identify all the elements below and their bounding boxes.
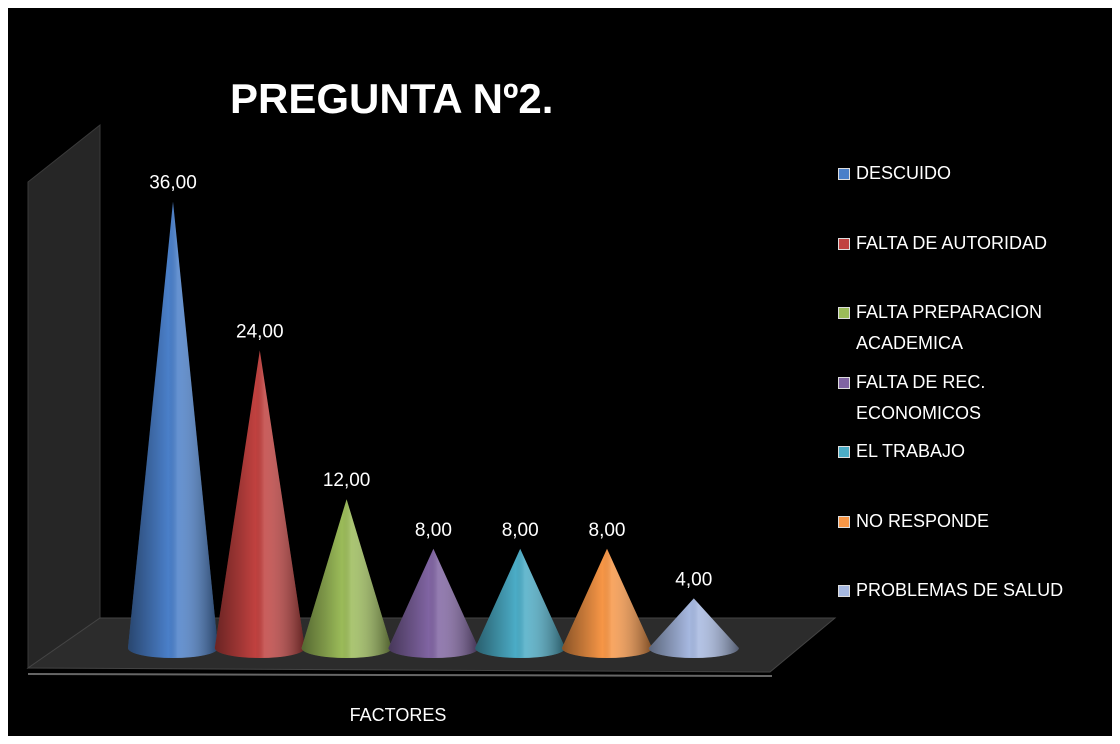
legend-label: EL TRABAJO [856, 441, 966, 461]
cone [128, 201, 218, 658]
cone [214, 350, 305, 658]
legend-item: FALTA DE AUTORIDAD [838, 228, 1088, 259]
back-wall [27, 123, 101, 669]
legend-swatch [838, 585, 850, 597]
chart-title: PREGUNTA Nº2. [230, 75, 553, 122]
legend-label: PROBLEMAS DE SALUD [856, 580, 1064, 600]
value-label: 12,00 [323, 470, 371, 491]
legend-swatch [838, 307, 850, 319]
legend-label: FALTA DE AUTORIDAD [856, 232, 1048, 253]
legend-swatch [838, 168, 850, 180]
legend-swatch [838, 515, 850, 528]
value-label: 8,00 [502, 520, 539, 541]
x-axis-label: FACTORES [350, 705, 447, 725]
legend-swatch [838, 446, 850, 458]
value-label: 8,00 [589, 520, 626, 541]
floor-edge [27, 673, 773, 677]
cone [301, 499, 392, 658]
legend-item: DESCUIDO [838, 158, 1088, 189]
legend-item: EL TRABAJO [838, 436, 1088, 467]
value-label: 8,00 [415, 520, 452, 541]
legend-swatch [838, 237, 850, 250]
legend-label: DESCUIDO [856, 163, 952, 183]
value-label: 24,00 [236, 321, 284, 342]
cone [388, 548, 479, 658]
legend-label: FALTA PREPARACION ACADEMICA [856, 302, 1043, 353]
cone [562, 548, 652, 658]
legend-swatch [838, 376, 850, 389]
legend-item: FALTA PREPARACION ACADEMICA [838, 297, 1088, 359]
value-label: 36,00 [149, 173, 197, 194]
value-label: 4,00 [675, 569, 712, 590]
cone [475, 548, 566, 658]
legend-item: PROBLEMAS DE SALUD [838, 575, 1088, 606]
legend-label: FALTA DE REC. ECONOMICOS [856, 371, 986, 423]
legend-item: FALTA DE REC. ECONOMICOS [838, 367, 1088, 429]
legend-label: NO RESPONDE [856, 510, 990, 531]
legend-item: NO RESPONDE [838, 506, 1088, 537]
